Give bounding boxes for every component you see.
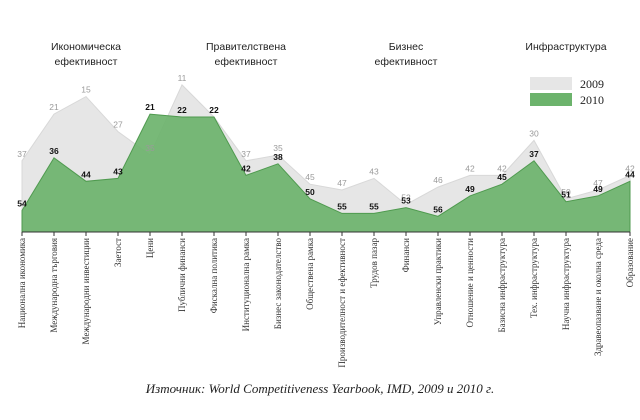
legend-label-2010: 2010: [580, 93, 604, 107]
legend: 2009 2010: [530, 77, 604, 107]
value-label-2010: 44: [625, 169, 635, 179]
category-label: Международна търговия: [49, 238, 59, 333]
value-label-2009: 27: [113, 120, 123, 130]
value-label-2010: 49: [593, 184, 603, 194]
category-label: Заетост: [113, 238, 123, 267]
group-label-0-0: Икономическа: [51, 41, 121, 53]
category-label: Обществена рамка: [305, 238, 315, 310]
group-label-0-1: ефективност: [55, 56, 118, 68]
value-label-2009: 46: [433, 175, 443, 185]
category-label: Тех. инфраструктура: [529, 238, 539, 318]
group-label-3-0: Инфраструктура: [525, 41, 606, 53]
value-label-2009: 43: [369, 166, 379, 176]
value-label-2010: 42: [241, 163, 251, 173]
group-label-1-0: Правителствена: [206, 41, 286, 53]
category-label: Национална икономика: [17, 238, 27, 328]
value-label-2009: 42: [497, 163, 507, 173]
group-label-2-1: ефективност: [375, 56, 438, 68]
category-label: Публични финанси: [177, 238, 187, 312]
value-label-2009: 42: [465, 163, 475, 173]
value-label-2010: 53: [401, 196, 411, 206]
value-label-2009: 47: [593, 178, 603, 188]
plot-area: [21, 84, 631, 236]
group-labels: Икономическа ефективност Правителствена ефе…: [51, 41, 607, 68]
category-label: Международни инвестиции: [81, 238, 91, 345]
legend-swatch-2010: [530, 93, 572, 106]
value-label-2009: 11: [178, 73, 187, 83]
category-label: Образование: [625, 238, 635, 287]
value-label-2010: 43: [113, 166, 123, 176]
category-label: Бизнес законодателство: [273, 238, 283, 330]
value-label-2010: 44: [81, 169, 91, 179]
value-label-2009: 15: [81, 85, 91, 95]
value-label-2010: 54: [17, 198, 27, 208]
value-label-2009: 47: [337, 178, 347, 188]
category-label: Финанси: [401, 238, 411, 273]
category-label: Фискална политика: [209, 238, 219, 313]
value-label-2009: 45: [305, 172, 315, 182]
value-label-2010: 22: [177, 105, 187, 115]
legend-swatch-2009: [530, 77, 572, 90]
group-label-2-0: Бизнес: [389, 41, 423, 53]
value-label-2009: 37: [17, 149, 27, 159]
value-label-2010: 38: [273, 152, 283, 162]
value-label-2010: 50: [305, 187, 315, 197]
value-label-2009: 21: [49, 102, 59, 112]
value-label-2010: 36: [49, 146, 59, 156]
value-label-2010: 45: [497, 172, 507, 182]
category-label: Трудов пазар: [369, 238, 379, 288]
category-label: Институционална рамка: [241, 238, 251, 331]
value-label-2010: 49: [465, 184, 475, 194]
area-series-2010: [21, 113, 631, 233]
value-label-2010: 21: [145, 102, 155, 112]
category-label: Управленски практики: [433, 238, 443, 325]
value-label-2010: 55: [337, 201, 347, 211]
competitiveness-chart: Икономическа ефективност Правителствена ефе…: [17, 41, 635, 368]
category-label: Научна инфраструктура: [561, 238, 571, 330]
value-label-2010: 51: [561, 190, 571, 200]
category-label: Здравеопазване и околна среда: [593, 238, 603, 356]
category-label: Производителност и ефективност: [337, 238, 347, 368]
value-label-2009: 30: [529, 128, 539, 138]
value-label-2009: 37: [241, 149, 251, 159]
value-label-2009: 35: [145, 143, 155, 153]
value-label-2010: 56: [433, 204, 443, 214]
value-label-2009: 42: [625, 163, 635, 173]
value-label-2009: 50: [561, 187, 571, 197]
value-label-2010: 22: [209, 105, 219, 115]
group-label-1-1: ефективност: [215, 56, 278, 68]
value-label-2009: 35: [273, 143, 283, 153]
legend-label-2009: 2009: [580, 77, 604, 91]
category-label: Цени: [145, 238, 155, 258]
category-label: Базисна инфраструктура: [497, 238, 507, 333]
category-labels: Национална икономика Международна търгови…: [17, 238, 635, 368]
category-label: Отношение и ценности: [465, 238, 475, 328]
value-label-2009: 52: [401, 193, 411, 203]
source-note: Източник: World Competitiveness Yearbook…: [145, 381, 495, 396]
value-label-2010: 37: [529, 149, 539, 159]
value-label-2009: 22: [209, 105, 219, 115]
value-label-2010: 55: [369, 201, 379, 211]
